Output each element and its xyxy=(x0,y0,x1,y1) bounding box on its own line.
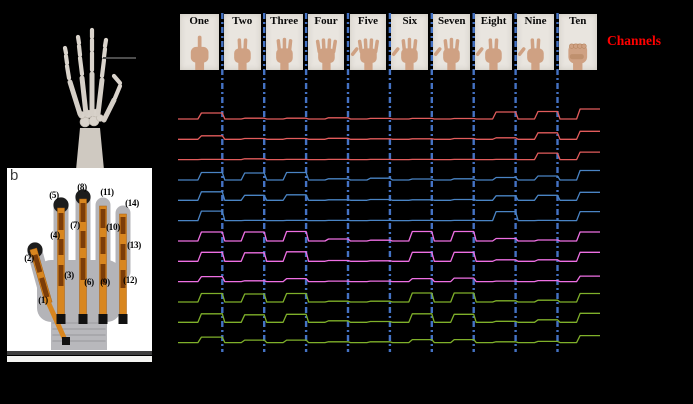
gesture-label: Two xyxy=(232,15,253,27)
gesture-hand-holder xyxy=(350,29,387,70)
channel-5-trace xyxy=(178,191,600,201)
channel-3-trace xyxy=(178,151,600,161)
gesture-hand-holder xyxy=(224,29,261,70)
gesture-photo-eight: Eight xyxy=(475,14,513,70)
gesture-hand-holder xyxy=(433,29,470,70)
gesture-hand-photo xyxy=(315,38,337,70)
gesture-hand-photo xyxy=(392,37,419,70)
channel-7-trace xyxy=(178,230,600,242)
gesture-label: Nine xyxy=(524,15,547,27)
sensor-label-6: (6) xyxy=(84,277,94,287)
gesture-hand-holder xyxy=(517,29,554,70)
channel-1-trace xyxy=(178,108,600,120)
skeleton-hand-graphic xyxy=(62,27,123,170)
channel-8-trace xyxy=(178,251,600,262)
gesture-hand-photo xyxy=(434,37,461,70)
channel-9-trace xyxy=(178,275,600,283)
sensor-label-11: (11) xyxy=(100,187,114,197)
channel-4-trace xyxy=(178,169,600,181)
gesture-photo-nine: Nine xyxy=(517,14,554,70)
gesture-hand-photo xyxy=(568,43,588,70)
gesture-hand-photo xyxy=(350,38,379,70)
sensor-label-14: (14) xyxy=(125,198,139,208)
gesture-label: One xyxy=(189,15,209,27)
gesture-photo-four: Four xyxy=(307,14,345,70)
gesture-label: Four xyxy=(314,15,338,27)
gesture-photo-seven: Seven xyxy=(433,14,471,70)
channel-10-trace xyxy=(178,292,600,303)
gesture-photo-ten: Ten xyxy=(559,14,597,70)
gesture-hand-photo xyxy=(517,38,544,70)
annotation-line xyxy=(103,57,136,59)
gesture-photo-three: Three xyxy=(265,14,303,70)
sensor-label-10: (10) xyxy=(106,222,120,232)
panel-bottom-bar xyxy=(7,351,152,355)
gesture-hand-photo xyxy=(275,37,293,70)
glove-graphic xyxy=(27,189,131,350)
sensor-label-3: (3) xyxy=(64,270,74,280)
channels-label: Channels xyxy=(607,33,662,48)
sensor-label-9: (9) xyxy=(100,277,110,287)
panel-bottom-strip xyxy=(7,356,152,362)
gesture-hand-holder xyxy=(391,29,428,70)
skeleton-hand-image xyxy=(40,8,140,170)
sensor-label-5: (5) xyxy=(49,190,59,200)
gesture-label: Five xyxy=(357,15,379,27)
sensor-label-7: (7) xyxy=(70,220,80,230)
gesture-hand-photo xyxy=(476,38,502,70)
channel-2-trace xyxy=(178,130,600,140)
gesture-hand-holder xyxy=(266,29,303,70)
channel-11-trace xyxy=(178,312,600,323)
channel-6-trace xyxy=(178,210,600,222)
gesture-hand-holder xyxy=(308,29,345,70)
gesture-hand-photo xyxy=(190,35,208,70)
gesture-label: Seven xyxy=(437,15,466,27)
gesture-photo-six: Six xyxy=(391,14,429,70)
gesture-hand-photo xyxy=(233,38,251,70)
sensor-label-4: (4) xyxy=(50,230,60,240)
panel-b-label: b xyxy=(10,167,19,184)
gesture-hand-holder xyxy=(559,29,597,70)
sensor-label-12: (12) xyxy=(123,275,137,285)
gesture-label: Ten xyxy=(569,15,587,27)
channel-12-trace xyxy=(178,334,600,344)
gesture-label: Eight xyxy=(480,15,507,27)
gesture-hand-holder xyxy=(180,29,219,70)
glove-panel: b (1) (2) (3) (4) (5) (6) (7) (8) (9) (10) (11) (12… xyxy=(7,167,152,351)
gesture-photo-two: Two xyxy=(223,14,261,70)
sensor-label-8: (8) xyxy=(77,182,87,192)
gesture-label: Six xyxy=(402,15,418,27)
gesture-photo-one: One xyxy=(179,14,219,70)
sensor-label-1: (1) xyxy=(38,295,48,305)
sensor-label-2: (2) xyxy=(24,253,34,263)
gesture-hand-holder xyxy=(475,29,512,70)
sensor-label-13: (13) xyxy=(127,240,141,250)
gesture-label: Three xyxy=(270,15,299,27)
gesture-photo-five: Five xyxy=(349,14,387,70)
